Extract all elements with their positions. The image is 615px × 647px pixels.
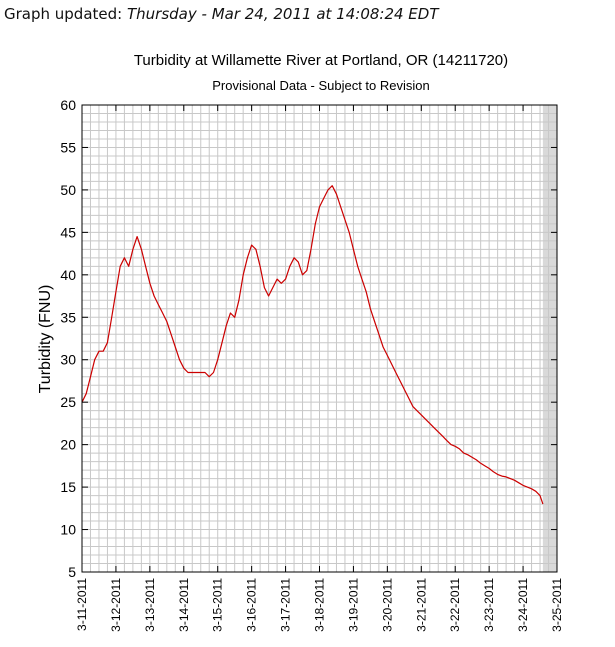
y-axis-label: Turbidity (FNU) (37, 285, 54, 394)
y-tick-label: 60 (60, 97, 76, 113)
y-tick-label: 25 (60, 394, 76, 410)
x-tick-label: 3-17-2011 (279, 578, 293, 632)
y-tick-label: 30 (60, 352, 76, 368)
x-tick-label: 3-19-2011 (346, 578, 360, 632)
shaded-region-layer (542, 105, 557, 572)
series-layer (81, 185, 544, 505)
x-tick-label: 3-22-2011 (448, 578, 462, 632)
x-tick-label: 3-18-2011 (313, 578, 327, 632)
gridlines (82, 105, 557, 572)
y-tick-label: 45 (60, 224, 76, 240)
y-tick-label: 55 (60, 139, 76, 155)
x-tick-label: 3-24-2011 (516, 578, 530, 632)
x-tick-label: 3-11-2011 (75, 578, 89, 631)
y-tick-label: 5 (68, 564, 76, 580)
turbidity-series-line (81, 185, 544, 505)
x-tick-label: 3-25-2011 (550, 578, 564, 632)
y-tick-label: 40 (60, 267, 76, 283)
y-tick-label: 20 (60, 437, 76, 453)
x-tick-labels: 3-11-2011 3-12-2011 3-13-2011 3-14-2011 3-15… (75, 105, 564, 632)
graph-updated-timestamp: Thursday - Mar 24, 2011 at 14:08:24 EDT (127, 5, 439, 23)
graph-updated-label: Graph updated: (4, 5, 123, 23)
x-tick-label: 3-16-2011 (245, 578, 259, 632)
x-tick-label: 3-21-2011 (414, 578, 428, 632)
chart-title: Turbidity at Willamette River at Portlan… (134, 52, 508, 69)
x-tick-label: 3-15-2011 (211, 578, 225, 632)
x-tick-label: 3-14-2011 (177, 578, 191, 632)
x-tick-label: 3-13-2011 (143, 578, 157, 632)
x-tick-label: 3-12-2011 (109, 578, 123, 632)
y-tick-label: 50 (60, 182, 76, 198)
graph-updated-line: Graph updated: Thursday - Mar 24, 2011 a… (4, 5, 439, 23)
y-tick-label: 10 (60, 522, 76, 538)
y-tick-label: 35 (60, 309, 76, 325)
shaded-region (542, 105, 557, 572)
y-tick-label: 15 (60, 479, 76, 495)
x-tick-label: 3-23-2011 (482, 578, 496, 632)
chart-subtitle: Provisional Data - Subject to Revision (212, 78, 430, 93)
y-tick-labels: 5 10 15 20 25 30 35 40 45 50 55 60 (60, 97, 557, 580)
x-tick-label: 3-20-2011 (380, 578, 394, 632)
